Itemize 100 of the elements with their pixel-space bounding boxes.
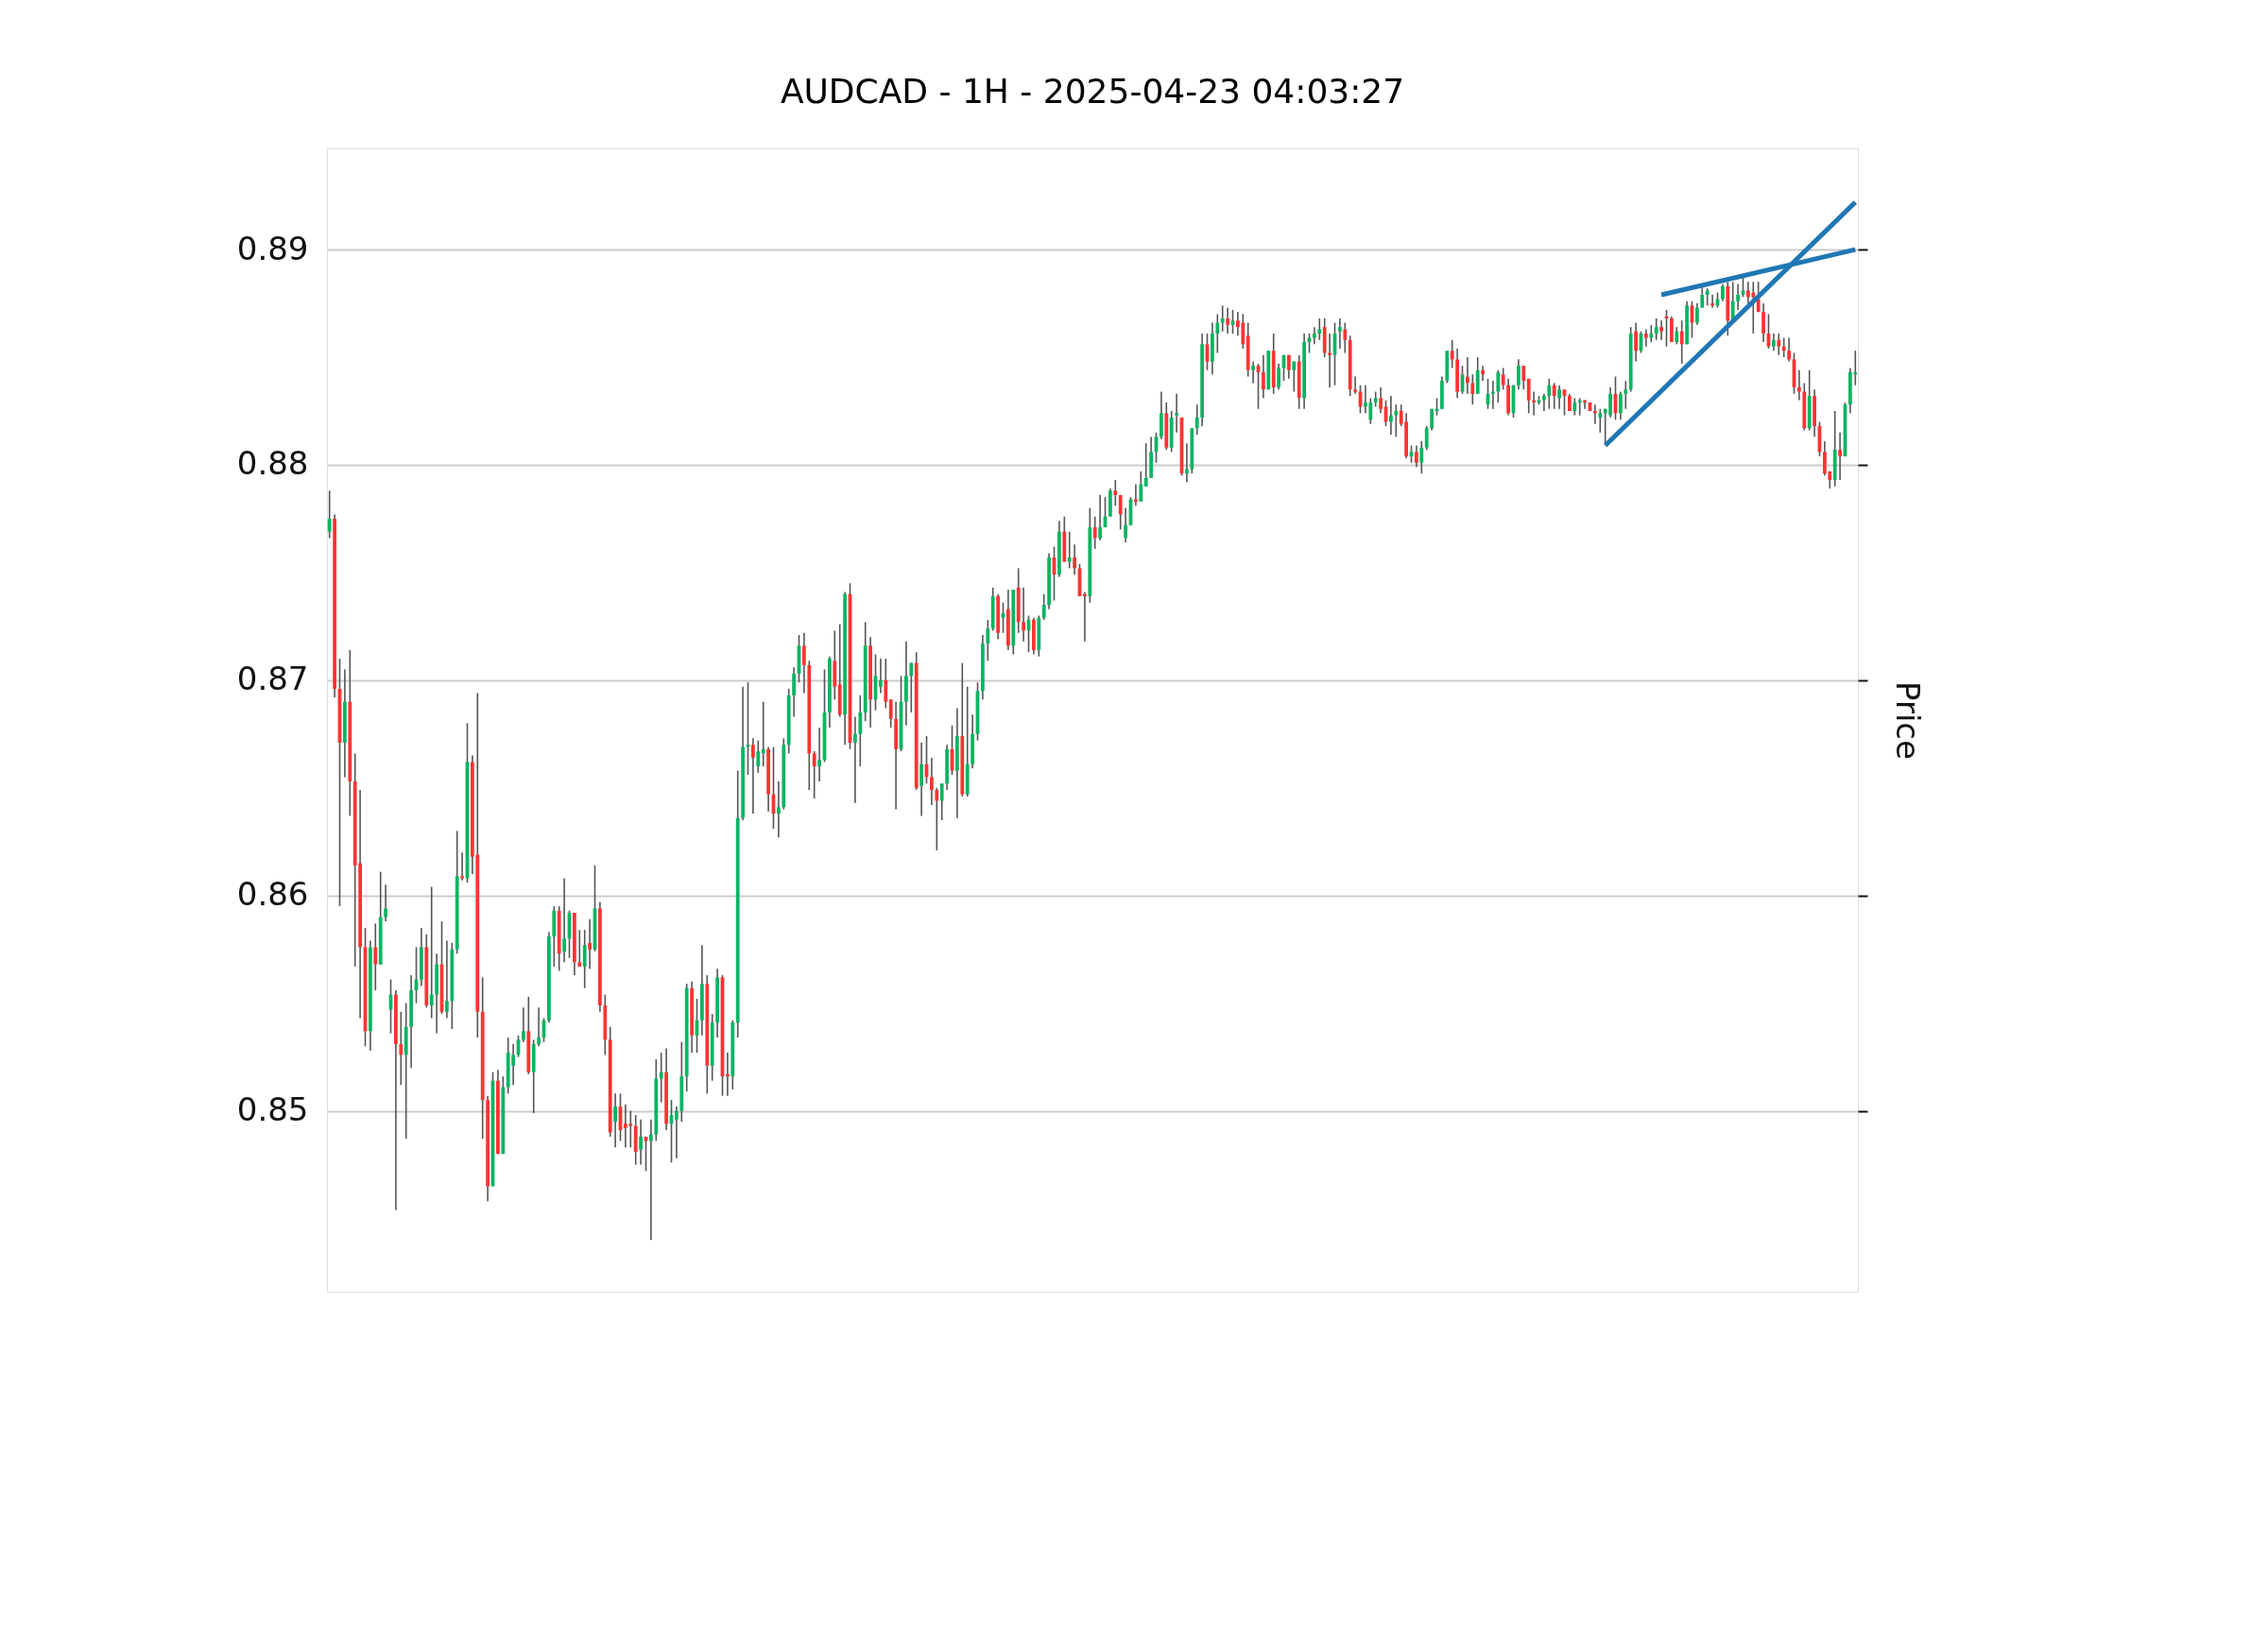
candlestick <box>812 750 816 799</box>
candlestick <box>1787 336 1791 363</box>
candlestick <box>1220 304 1225 333</box>
candlestick <box>986 619 990 662</box>
candlestick <box>1098 494 1102 541</box>
candlestick <box>1481 365 1485 382</box>
candlestick <box>1134 483 1138 507</box>
candlestick <box>1695 302 1699 326</box>
candlestick <box>1521 365 1526 391</box>
candlestick <box>1338 317 1342 350</box>
candlestick <box>577 929 582 968</box>
candlestick <box>1118 494 1123 531</box>
candlestick <box>879 658 883 695</box>
candlestick <box>817 727 821 782</box>
candlestick <box>1139 471 1143 503</box>
candlestick <box>1526 378 1531 415</box>
candlestick <box>1113 479 1118 507</box>
candlestick <box>1092 515 1097 550</box>
candlestick <box>1143 442 1148 488</box>
candlestick <box>613 1092 617 1149</box>
candlestick <box>1226 306 1229 335</box>
candlestick <box>562 877 566 964</box>
candlestick <box>1379 386 1383 415</box>
candlestick <box>649 1118 653 1242</box>
candlestick <box>751 737 755 815</box>
candlestick <box>1067 530 1072 570</box>
candlestick <box>792 666 796 718</box>
candlestick <box>1501 367 1505 391</box>
candlestick <box>1761 302 1765 343</box>
candlestick <box>909 661 914 713</box>
candlestick <box>1552 382 1556 410</box>
candlestick <box>1496 369 1501 403</box>
candlestick <box>1649 324 1654 343</box>
candlestick <box>802 631 806 695</box>
candlestick <box>537 1006 541 1048</box>
candlestick <box>1419 440 1424 474</box>
candlestick <box>919 742 923 817</box>
candlestick <box>1450 339 1454 369</box>
candlestick <box>1797 369 1801 402</box>
candlestick <box>1730 281 1735 322</box>
candlestick <box>858 694 863 767</box>
candlestick <box>1022 587 1025 643</box>
candlestick <box>1292 360 1297 393</box>
y-tick-label: 0.88 <box>236 444 309 483</box>
candlestick <box>1343 321 1348 354</box>
candlestick <box>1194 403 1199 436</box>
candlestick <box>1679 319 1684 365</box>
candlestick <box>853 715 857 804</box>
candlestick <box>1624 380 1628 410</box>
candlestick <box>639 1118 643 1166</box>
candlestick <box>399 1010 404 1087</box>
candlestick <box>939 782 944 821</box>
y-tick-label: 0.87 <box>236 660 309 698</box>
candlestick <box>1705 287 1710 307</box>
candlestick <box>1041 592 1046 621</box>
candlestick <box>1634 321 1638 363</box>
candlestick <box>888 698 893 729</box>
candlestick <box>777 781 781 838</box>
candlestick <box>675 1106 679 1159</box>
candlestick <box>1517 358 1521 391</box>
candlestick <box>1557 384 1561 410</box>
candlestick <box>1542 392 1546 412</box>
candlestick <box>761 700 765 767</box>
candlestick <box>1317 317 1322 341</box>
candlestick <box>373 922 378 991</box>
candlestick <box>1547 378 1552 410</box>
candlestick <box>884 658 888 710</box>
candlestick <box>1251 360 1255 385</box>
candlestick <box>930 757 934 806</box>
candlestick <box>1838 431 1842 481</box>
candlestick <box>1721 283 1725 302</box>
candlestick <box>1313 326 1316 346</box>
candlestick <box>384 884 387 922</box>
candlestick <box>522 1006 525 1043</box>
candlestick <box>1277 363 1280 391</box>
candlestick <box>1619 390 1623 420</box>
candlestick <box>1777 333 1781 356</box>
candlestick <box>1572 397 1577 417</box>
candlestick <box>1598 407 1603 434</box>
y-tick-label: 0.86 <box>236 875 309 914</box>
candlestick <box>1466 356 1469 395</box>
candlestick <box>659 1052 663 1104</box>
candlestick <box>1073 543 1076 575</box>
candlestick <box>429 885 434 1020</box>
candlestick <box>1491 380 1495 410</box>
candlestick <box>1389 395 1393 436</box>
y-tick-label: 0.85 <box>236 1090 309 1129</box>
candlestick <box>1394 403 1399 438</box>
chart-title: AUDCAD - 1H - 2025-04-23 04:03:27 <box>780 72 1405 111</box>
candlestick <box>1675 326 1679 346</box>
candlestick <box>1470 373 1475 405</box>
candlestick <box>1262 353 1265 400</box>
candlestick <box>1659 319 1663 341</box>
candlestick <box>1185 442 1189 483</box>
candlestick <box>1644 328 1648 348</box>
y-tick-label: 0.89 <box>236 229 309 267</box>
y-axis-title: Price <box>1888 681 1927 760</box>
candlestick <box>327 489 332 540</box>
candlestick <box>1215 313 1220 354</box>
candlestick <box>445 939 449 1020</box>
